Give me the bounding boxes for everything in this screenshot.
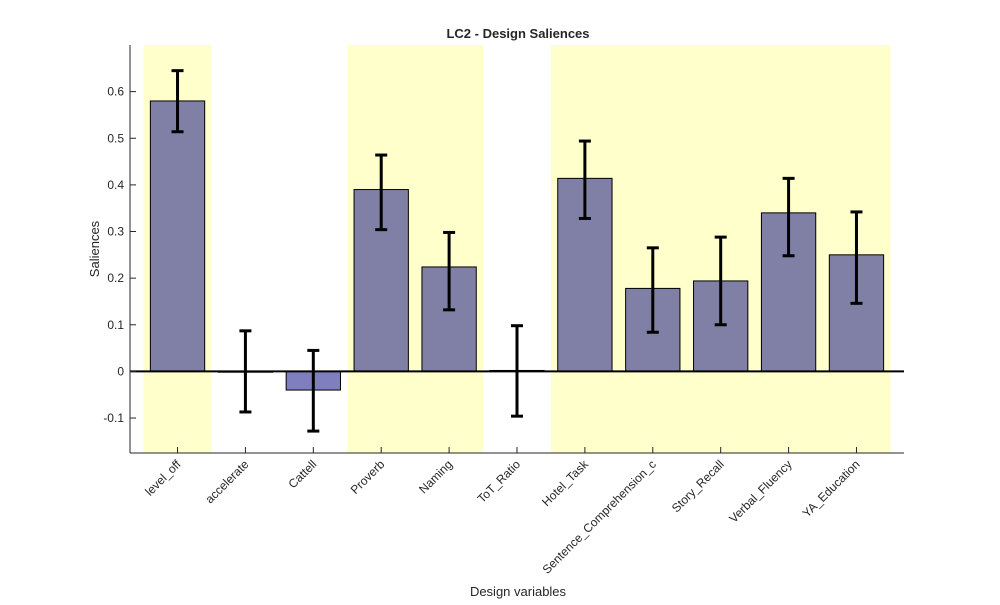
x-tick-label-accelerate: accelerate [202,457,251,506]
error-bars [171,69,863,433]
x-axis-label: Design variables [470,584,567,599]
y-tick-label: 0.2 [107,271,124,285]
y-tick-label: 0.6 [107,85,124,99]
y-tick-label: 0.3 [107,225,124,239]
x-tick-label-Cattell: Cattell [285,457,319,491]
error-bar-ToT_Ratio [511,324,523,418]
x-tick-label-Verbal_Fluency: Verbal_Fluency [726,457,794,525]
error-bar-Sentence_Comprehension_c [646,246,659,334]
error-bar-Story_Recall [714,235,727,327]
x-tick-label-Sentence_Comprehension_c: Sentence_Comprehension_c [540,457,659,576]
x-tick-label-Naming: Naming [416,457,455,496]
error-bar-accelerate [239,329,252,414]
y-tick-label: 0.1 [107,318,124,332]
bar-level_off [149,100,206,372]
error-bar-Naming [443,230,456,312]
y-tick-label: 0.4 [107,178,124,192]
error-bar-Cattell [307,348,320,433]
error-bar-Proverb [375,153,388,232]
error-bar-Verbal_Fluency [782,176,795,258]
x-tick-label-YA_Education: YA_Education [800,457,863,520]
x-tick-label-level_off: level_off [142,457,184,499]
x-tick-label-ToT_Ratio: ToT_Ratio [475,457,524,506]
y-tick-label: -0.1 [103,411,124,425]
y-axis-label: Saliences [87,220,102,277]
x-tick-label-Story_Recall: Story_Recall [669,457,727,515]
y-tick-label: 0 [117,364,124,378]
error-bar-Hotel_Task [578,139,591,220]
x-tick-label-Hotel_Task: Hotel_Task [539,457,592,510]
chart-title: LC2 - Design Saliences [446,26,589,41]
error-bar-YA_Education [850,210,863,305]
x-tick-label-Proverb: Proverb [348,457,388,497]
axes [129,45,904,454]
y-tick-label: 0.5 [107,131,124,145]
error-bar-level_off [171,69,184,134]
